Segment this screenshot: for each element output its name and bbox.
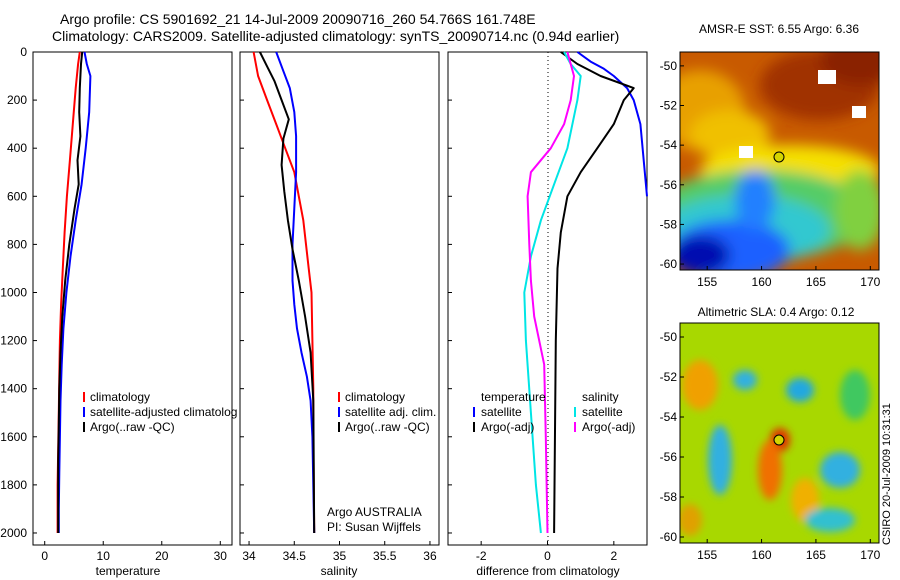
map-y-tick-label: -50 — [660, 59, 678, 73]
legend-label-temp-satellite: satellite — [481, 405, 522, 419]
depth-tick-label: 200 — [7, 93, 27, 107]
map-x-tick-label: 170 — [860, 548, 880, 562]
difference-axes — [447, 51, 648, 546]
map-y-tick-label: -52 — [660, 99, 678, 113]
legend-label-climatology: climatology — [345, 390, 405, 404]
temperature-axes — [32, 51, 233, 546]
map-y-tick-label: -54 — [660, 410, 678, 424]
depth-tick-label: 600 — [7, 189, 27, 203]
temperature-legend: climatology satellite-adjusted climatolo… — [83, 390, 237, 434]
difference-xlabel: difference from climatology — [476, 564, 619, 578]
legend-head-salinity: salinity — [582, 390, 619, 404]
sst-missing-data-patch — [852, 106, 866, 118]
sla-map-title: Altimetric SLA: 0.4 Argo: 0.12 — [698, 305, 855, 319]
depth-tick-label: 1200 — [0, 334, 27, 348]
map-x-tick-label: 165 — [806, 548, 826, 562]
temp-satellite-line — [576, 51, 648, 197]
legend-label-satellite: satellite-adjusted climatolog — [90, 405, 237, 419]
map-y-tick-label: -52 — [660, 370, 678, 384]
sst-argo-position-marker — [773, 151, 785, 163]
depth-tick-label: 1600 — [0, 430, 27, 444]
x-tick-label: 34.5 — [283, 549, 307, 563]
map-x-tick-label: 155 — [697, 275, 717, 289]
legend-label-satellite: satellite adj. clim. — [345, 405, 436, 419]
sla-argo-position-marker — [773, 434, 785, 446]
salinity-panel: 34 34.5 35 35.5 36 salinity — [239, 51, 440, 578]
map-y-tick-label: -58 — [660, 490, 678, 504]
map-y-tick-label: -54 — [660, 138, 678, 152]
satellite-line — [275, 51, 316, 534]
credit-timestamp: CSIRO 20-Jul-2009 10:31:31 — [881, 403, 893, 545]
figure-title-line2: Climatology: CARS2009. Satellite-adjuste… — [52, 28, 619, 44]
depth-tick-label: 1800 — [0, 478, 27, 492]
sst-map: -50 -52 -54 -56 -58 -60 155 160 165 170 — [660, 51, 881, 289]
sst-missing-data-patch — [818, 70, 836, 84]
map-x-tick-label: 160 — [752, 548, 772, 562]
legend-label-argo: Argo(..raw -QC) — [90, 420, 175, 434]
salinity-xlabel: salinity — [321, 564, 358, 578]
temperature-panel: 0 10 20 30 temperature — [32, 51, 233, 578]
sal-satellite-line — [523, 51, 582, 534]
map-y-tick-label: -58 — [660, 217, 678, 231]
x-tick-label: 35 — [333, 549, 347, 563]
argo-line — [57, 51, 84, 533]
legend-label-argo: Argo(..raw -QC) — [345, 420, 430, 434]
climatology-line — [252, 51, 316, 534]
legend-label-sal-satellite: satellite — [582, 405, 623, 419]
satellite-line — [57, 51, 92, 533]
x-tick-label: 30 — [214, 549, 228, 563]
x-tick-label: 35.5 — [373, 549, 397, 563]
figure-title-line1: Argo profile: CS 5901692_21 14-Jul-2009 … — [60, 11, 536, 27]
x-tick-label: 10 — [97, 549, 111, 563]
x-tick-label: -2 — [476, 549, 487, 563]
map-y-tick-label: -50 — [660, 330, 678, 344]
climatology-line — [56, 51, 81, 533]
argo-line — [259, 51, 316, 534]
legend-label-sal-argo: Argo(-adj) — [582, 420, 635, 434]
legend-head-temperature: temperature — [481, 390, 546, 404]
temp-argo-line — [553, 51, 635, 534]
map-x-tick-label: 160 — [752, 275, 772, 289]
depth-tick-label: 1000 — [0, 285, 27, 299]
map-x-tick-label: 170 — [860, 275, 880, 289]
x-tick-label: 0 — [41, 549, 48, 563]
depth-tick-label: 400 — [7, 141, 27, 155]
x-tick-label: 36 — [423, 549, 437, 563]
depth-tick-label: 0 — [20, 45, 27, 59]
annotation-line2: PI: Susan Wijffels — [327, 520, 421, 534]
x-tick-label: 34 — [242, 549, 256, 563]
map-y-tick-label: -60 — [660, 530, 678, 544]
x-tick-label: 20 — [155, 549, 169, 563]
depth-tick-label: 1400 — [0, 382, 27, 396]
annotation-line1: Argo AUSTRALIA — [327, 505, 422, 519]
depth-tick-label: 2000 — [0, 526, 27, 540]
map-y-tick-label: -60 — [660, 257, 678, 271]
map-x-tick-label: 155 — [697, 548, 717, 562]
legend-label-temp-argo: Argo(-adj) — [481, 420, 534, 434]
sst-missing-data-patch — [739, 146, 753, 158]
difference-legend: temperature salinity satellite Argo(-adj… — [473, 390, 635, 434]
salinity-legend: climatology satellite adj. clim. Argo(..… — [338, 390, 436, 434]
temperature-xlabel: temperature — [96, 564, 161, 578]
sla-map: -50 -52 -54 -56 -58 -60 155 160 165 170 — [660, 322, 881, 562]
x-tick-label: 2 — [610, 549, 617, 563]
map-y-tick-label: -56 — [660, 450, 678, 464]
depth-tick-label: 800 — [7, 237, 27, 251]
sal-argo-line — [526, 51, 575, 534]
map-x-tick-label: 165 — [806, 275, 826, 289]
map-y-tick-label: -56 — [660, 178, 678, 192]
x-tick-label: 0 — [544, 549, 551, 563]
difference-panel: -2 0 2 difference from climatology — [447, 51, 648, 578]
legend-label-climatology: climatology — [90, 390, 150, 404]
salinity-axes — [239, 51, 440, 546]
sst-map-title: AMSR-E SST: 6.55 Argo: 6.36 — [699, 22, 859, 36]
